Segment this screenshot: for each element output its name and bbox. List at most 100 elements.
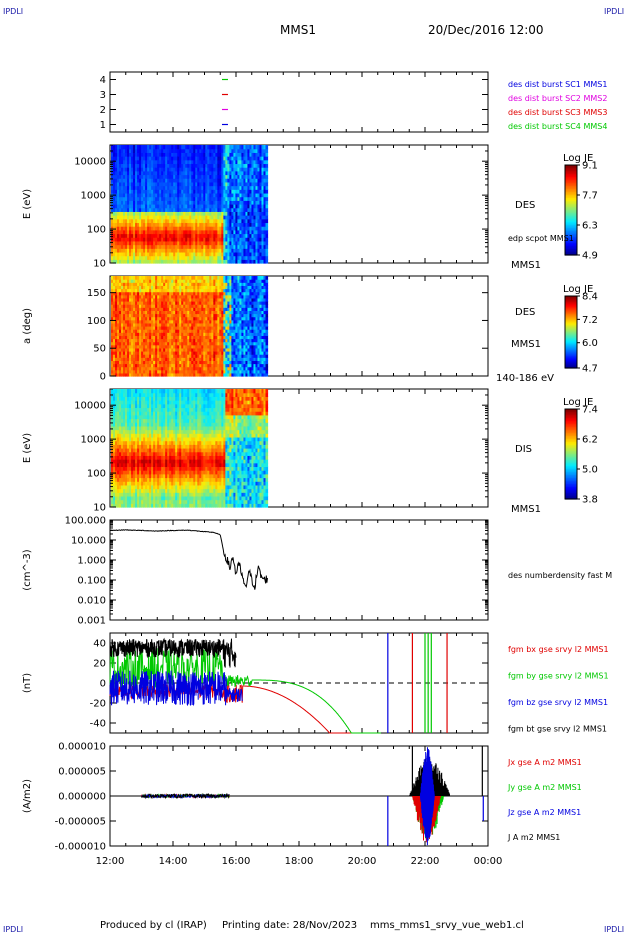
des-pitch-cell [181,369,184,374]
des-energy-cell [205,152,208,157]
des-pitch-cell [157,354,160,358]
des-energy-cell [205,240,208,246]
des-pitch-cell [181,276,184,280]
des-pitch-cell [133,372,136,377]
des-pitch-cell [191,291,194,296]
des-energy-cell [239,163,243,168]
des-energy-cell [217,237,220,242]
des-energy-cell [257,229,261,235]
des-pitch-cell [191,301,194,305]
des-pitch-cell [135,351,138,355]
des-pitch-cell [115,301,118,305]
des-energy-cell [167,237,170,242]
des-energy-cell [139,233,142,238]
des-pitch-cell [147,341,150,346]
des-energy-cell [249,196,253,201]
des-energy-cell [161,174,164,179]
des-pitch-cell [129,301,132,305]
des-energy-cell [147,148,150,153]
des-energy-cell [221,178,224,183]
des-pitch-cell [193,332,196,336]
des-energy-cell [165,240,168,246]
des-pitch-cell [171,354,174,358]
des-energy-cell [225,215,228,220]
des-energy-cell [199,233,202,238]
des-energy-cell [161,167,164,172]
des-energy-cell [147,159,150,165]
des-pitch-cell [183,338,186,343]
des-energy-cell [121,226,124,231]
des-energy-cell [171,259,174,264]
des-energy-cell [145,200,148,205]
des-energy-cell [181,211,184,216]
des-energy-cell [153,174,156,179]
des-pitch-cell [153,360,156,365]
des-energy-cell [177,226,180,231]
des-energy-cell [199,255,202,260]
des-pitch-cell [169,285,172,290]
des-energy-cell [169,211,172,216]
des-energy-cell [187,185,190,190]
des-energy-cell [259,251,263,257]
des-energy-cell [251,167,255,172]
des-pitch-cell [169,310,172,315]
des-energy-cell [211,248,214,253]
des-energy-cell [207,255,210,260]
des-energy-cell [249,259,253,264]
des-energy-cell [125,174,128,179]
des-energy-cell [153,207,156,212]
des-pitch-cell [147,279,150,283]
des-pitch-cell [189,372,192,377]
des-energy-cell [213,196,216,201]
des-energy-cell [205,196,208,201]
des-energy-cell [217,211,220,216]
des-energy-cell [123,259,126,264]
des-energy-cell [245,229,249,235]
des-pitch-cell [157,301,160,305]
des-energy-cell [121,237,124,242]
des-energy-colorbar-tick-label: 9.1 [582,161,598,172]
des-pitch-cell [161,351,164,355]
des-pitch-cell [167,360,170,365]
des-energy-cell [249,211,253,216]
des-pitch-cell [111,354,114,358]
des-energy-cell [243,200,247,205]
des-pitch-cell [151,366,154,371]
des-energy-cell [255,248,259,253]
des-energy-cell [143,156,146,161]
des-pitch-cell [139,341,142,346]
des-energy-cell [175,152,178,157]
des-energy-cell [161,178,164,183]
des-energy-cell [157,159,160,165]
des-pitch-cell [111,310,114,315]
des-energy-colorbar-step [565,220,577,223]
des-pitch-cell [165,316,168,321]
des-energy-cell [161,148,164,153]
des-energy-cell [147,145,150,150]
des-energy-cell [163,218,166,224]
des-energy-cell [245,145,249,150]
des-energy-cell [129,229,132,235]
des-pitch-cell [143,332,146,336]
des-energy-cell [113,233,116,238]
des-energy-cell [193,226,196,231]
des-energy-cell [113,163,116,168]
des-pitch-cell [173,366,176,371]
des-energy-cell [173,152,176,157]
des-pitch-cell [169,319,172,324]
des-energy-cell [183,156,186,161]
des-energy-cell [129,192,132,198]
des-pitch-cell [173,329,176,333]
des-pitch-cell [127,282,130,286]
des-energy-cell [251,178,255,183]
des-energy-cell [225,222,228,227]
des-energy-cell [175,259,178,264]
des-energy-cell [133,178,136,183]
des-energy-cell [213,240,216,246]
des-pitch-cell [171,369,174,374]
des-energy-cell [263,167,267,172]
des-energy-cell [153,237,156,242]
des-energy-cell [201,167,204,172]
des-pitch-cell [123,279,126,283]
des-energy-cell [147,211,150,216]
